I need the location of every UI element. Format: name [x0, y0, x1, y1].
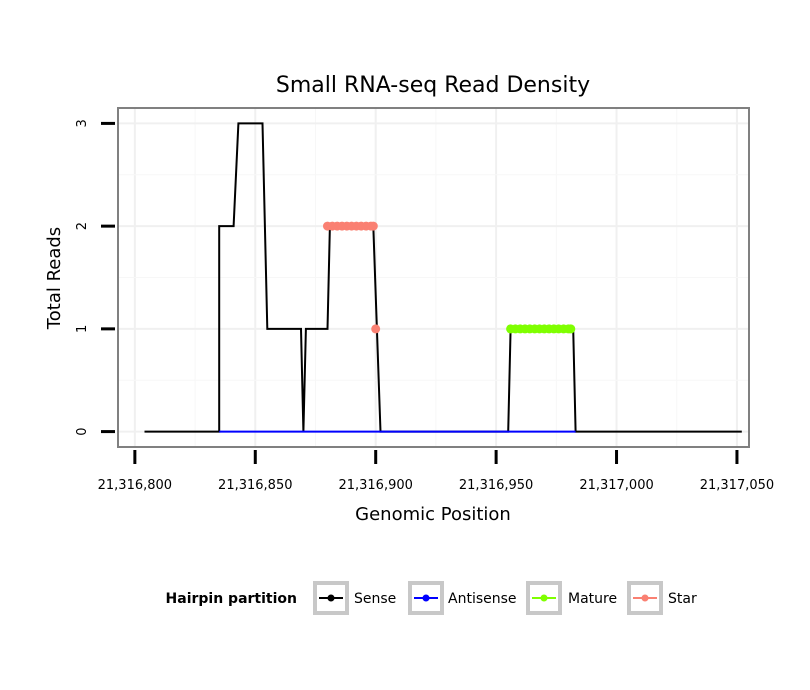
x-tick-label: 21,317,050 — [700, 478, 774, 493]
legend-item-antisense: Antisense — [408, 581, 517, 615]
legend-label: Star — [668, 591, 697, 607]
legend-item-mature: Mature — [526, 581, 617, 615]
x-axis: 21,316,800 21,316,850 21,316,900 21,316,950… — [98, 450, 774, 493]
legend-item-sense: Sense — [313, 581, 396, 615]
chart-title: Small RNA-seq Read Density — [276, 73, 590, 98]
series-mature — [506, 324, 576, 334]
series-layer — [144, 122, 742, 433]
y-axis: 0 1 2 3 — [75, 119, 115, 436]
legend: Hairpin partition Sense Antisense Mature St… — [166, 581, 697, 615]
legend-key-point — [641, 594, 649, 602]
x-tick-label: 21,317,000 — [579, 478, 653, 493]
legend-key-point — [422, 594, 430, 602]
x-tick-label: 21,316,800 — [98, 478, 172, 493]
data-point-star — [371, 324, 381, 334]
x-axis-title: Genomic Position — [355, 504, 511, 525]
y-tick-label: 1 — [75, 325, 90, 333]
legend-label: Antisense — [448, 591, 517, 607]
plot-panel-border — [117, 107, 750, 448]
legend-title: Hairpin partition — [166, 591, 297, 607]
data-point-star — [368, 221, 378, 231]
y-tick-label: 3 — [75, 119, 90, 127]
legend-label: Mature — [568, 591, 617, 607]
x-tick-label: 21,316,900 — [338, 478, 412, 493]
y-axis-title: Total Reads — [44, 227, 65, 330]
legend-key-point — [327, 594, 335, 602]
y-tick-label: 0 — [75, 427, 90, 435]
plot-grid — [118, 108, 749, 447]
legend-label: Sense — [354, 591, 396, 607]
legend-item-star: Star — [627, 581, 697, 615]
y-tick-label: 2 — [75, 222, 90, 230]
x-tick-label: 21,316,950 — [459, 478, 533, 493]
data-point-mature — [566, 324, 576, 334]
x-tick-label: 21,316,850 — [218, 478, 292, 493]
series-star — [323, 221, 381, 334]
legend-key-point — [540, 594, 548, 602]
